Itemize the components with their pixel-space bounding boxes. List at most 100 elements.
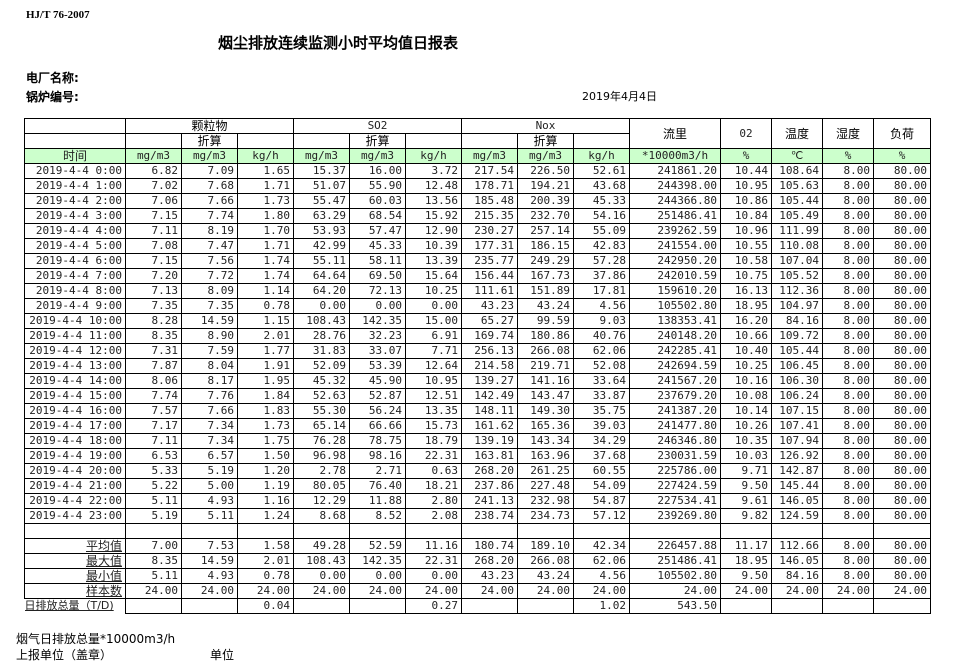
table-cell: 51.07 (293, 178, 350, 194)
table-cell: 186.15 (517, 238, 574, 254)
table-cell: 227.48 (517, 478, 574, 494)
table-cell: 167.73 (517, 268, 574, 284)
group-nox: Nox (461, 118, 630, 134)
table-cell: 80.00 (873, 283, 931, 299)
table-cell: 241387.20 (629, 403, 721, 419)
table-cell: 1.95 (237, 373, 294, 389)
table-cell: 241861.20 (629, 163, 721, 179)
table-cell: 15.37 (293, 163, 350, 179)
table-cell: 0.04 (237, 598, 294, 614)
table-cell: 7.76 (181, 388, 238, 404)
table-cell: 145.44 (771, 478, 823, 494)
table-cell: 76.28 (293, 433, 350, 449)
table-cell: 80.00 (873, 493, 931, 509)
table-cell: 149.30 (517, 403, 574, 419)
table-cell: 8.06 (125, 373, 182, 389)
table-cell: 241567.20 (629, 373, 721, 389)
table-cell: 2.78 (293, 463, 350, 479)
header-time: 时间 (24, 148, 126, 164)
table-cell: 0.00 (405, 298, 462, 314)
table-body: 2019-4-4 0:00 6.82 7.09 1.65 15.37 16.00 3.72 2… (24, 163, 931, 614)
table-cell: 232.98 (517, 493, 574, 509)
empty-cell (629, 523, 721, 539)
table-cell: 54.16 (573, 208, 630, 224)
table-cell: 180.74 (461, 538, 518, 554)
row-label: 2019-4-4 12:00 (24, 343, 126, 359)
table-cell: 80.00 (873, 193, 931, 209)
table-cell: 232.70 (517, 208, 574, 224)
table-cell: 24.00 (293, 583, 350, 599)
table-cell: 8.68 (293, 508, 350, 524)
header-row-units: 时间 mg/m3 mg/m3 kg/h mg/m3 mg/m3 kg/h mg/m3 mg/m… (24, 148, 931, 164)
table-cell: 37.68 (573, 448, 630, 464)
table-cell: 189.10 (517, 538, 574, 554)
table-row: 2019-4-4 21:00 5.22 5.00 1.19 80.05 76.40 18.2… (24, 478, 931, 494)
table-cell: 13.56 (405, 193, 462, 209)
table-cell: 1.84 (237, 388, 294, 404)
table-cell: 246346.80 (629, 433, 721, 449)
table-cell: 1.20 (237, 463, 294, 479)
table-cell: 8.35 (125, 553, 182, 569)
table-cell: 57.12 (573, 508, 630, 524)
table-cell: 0.00 (405, 568, 462, 584)
table-cell: 18.21 (405, 478, 462, 494)
row-label: 2019-4-4 22:00 (24, 493, 126, 509)
table-cell: 69.50 (349, 268, 406, 284)
table-row: 2019-4-4 13:00 7.87 8.04 1.91 52.09 53.39 12.6… (24, 358, 931, 374)
table-cell: 9.82 (720, 508, 772, 524)
table-row: 2019-4-4 3:00 7.15 7.74 1.80 63.29 68.54 15.92… (24, 208, 931, 224)
table-cell: 7.74 (181, 208, 238, 224)
table-cell: 33.87 (573, 388, 630, 404)
report-date: 2019年4月4日 (582, 90, 657, 103)
table-cell: 65.27 (461, 313, 518, 329)
table-cell: 9.50 (720, 568, 772, 584)
table-cell: 42.34 (573, 538, 630, 554)
table-cell: 24.00 (237, 583, 294, 599)
flue-gas-total-label: 烟气日排放总量*10000m3/h (16, 632, 176, 646)
table-cell: 1.73 (237, 418, 294, 434)
table-cell: 8.00 (822, 538, 874, 554)
table-cell: 80.00 (873, 268, 931, 284)
table-cell: 2.80 (405, 493, 462, 509)
table-cell: 180.86 (517, 328, 574, 344)
table-cell: 241554.00 (629, 238, 721, 254)
table-cell: 43.24 (517, 568, 574, 584)
table-cell: 8.00 (822, 163, 874, 179)
table-cell: 10.25 (720, 358, 772, 374)
table-cell: 34.29 (573, 433, 630, 449)
row-label: 最大值 (24, 553, 126, 569)
table-row: 2019-4-4 8:00 7.13 8.09 1.14 64.20 72.13 10.25… (24, 283, 931, 299)
table-row: 2019-4-4 4:00 7.11 8.19 1.70 53.93 57.47 12.90… (24, 223, 931, 239)
table-cell: 0.78 (237, 568, 294, 584)
table-cell: 7.56 (181, 253, 238, 269)
table-cell: 49.28 (293, 538, 350, 554)
table-cell: 2.01 (237, 328, 294, 344)
table-row: 2019-4-4 22:00 5.11 4.93 1.16 12.29 11.88 2.80… (24, 493, 931, 509)
header-converted: 折算 (181, 133, 238, 149)
table-cell: 24.00 (629, 583, 721, 599)
table-cell: 1.71 (237, 238, 294, 254)
table-cell: 244366.80 (629, 193, 721, 209)
table-cell: 52.61 (573, 163, 630, 179)
table-cell: 8.00 (822, 178, 874, 194)
unit-label: 单位 (210, 648, 235, 662)
table-cell: 241.13 (461, 493, 518, 509)
table-cell: 139.27 (461, 373, 518, 389)
row-label: 2019-4-4 0:00 (24, 163, 126, 179)
row-label: 2019-4-4 15:00 (24, 388, 126, 404)
table-cell (125, 598, 182, 614)
unit-cell: % (822, 148, 874, 164)
table-cell: 230.27 (461, 223, 518, 239)
row-label: 2019-4-4 19:00 (24, 448, 126, 464)
table-cell: 8.00 (822, 253, 874, 269)
table-cell: 8.00 (822, 283, 874, 299)
table-cell: 8.00 (822, 553, 874, 569)
row-label: 2019-4-4 7:00 (24, 268, 126, 284)
table-cell: 107.15 (771, 403, 823, 419)
table-cell: 8.04 (181, 358, 238, 374)
table-cell: 16.00 (349, 163, 406, 179)
table-row: 2019-4-4 14:00 8.06 8.17 1.95 45.32 45.90 10.9… (24, 373, 931, 389)
table-cell: 7.09 (181, 163, 238, 179)
table-cell: 22.31 (405, 553, 462, 569)
table-cell: 24.00 (771, 583, 823, 599)
